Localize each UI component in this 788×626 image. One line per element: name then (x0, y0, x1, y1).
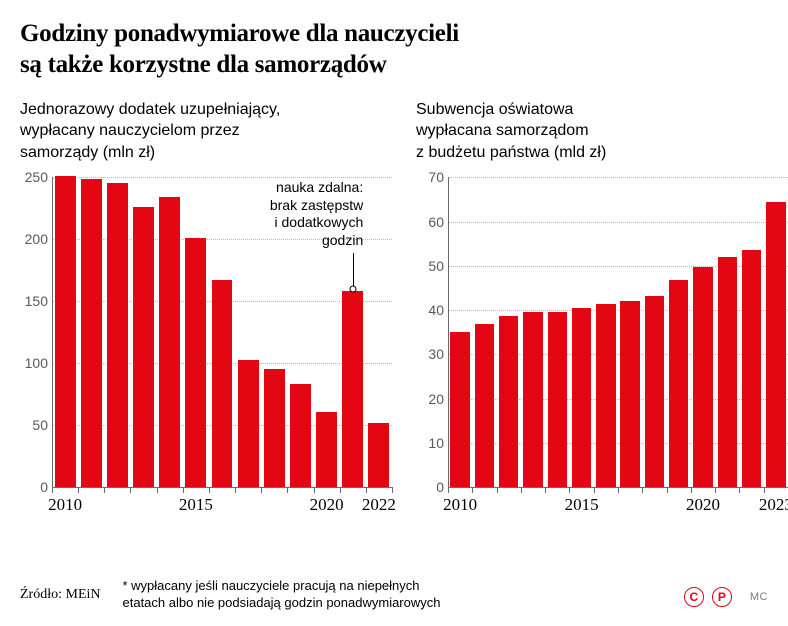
chart-right-plot: 0102030405060702010201520202023 (448, 177, 788, 487)
bar (523, 312, 542, 487)
bar (693, 267, 712, 488)
y-tick-label: 70 (428, 169, 448, 185)
annotation-leader (353, 253, 354, 286)
gridline (52, 177, 392, 178)
title-line-2: są także korzystne dla samorządów (20, 51, 386, 78)
gridline (448, 177, 788, 178)
x-tick-label: 2010 (48, 487, 82, 515)
bar (368, 423, 389, 487)
x-tick-mark (642, 487, 643, 493)
x-tick-mark (739, 487, 740, 493)
bar (499, 316, 518, 487)
bar (107, 183, 128, 487)
bar (620, 301, 639, 487)
chart-right-subtitle: Subwencja oświatowawypłacana samorządomz… (416, 99, 788, 164)
title-line-1: Godziny ponadwymiarowe dla nauczycieli (20, 20, 459, 47)
gridline (448, 266, 788, 267)
x-tick-label: 2010 (443, 487, 477, 515)
bar (238, 360, 259, 488)
y-tick-label: 200 (25, 231, 52, 247)
y-tick-label: 40 (428, 302, 448, 318)
x-tick-label: 2015 (179, 487, 213, 515)
bar (133, 207, 154, 487)
x-tick-mark (497, 487, 498, 493)
x-tick-mark (521, 487, 522, 493)
annotation-marker (349, 286, 356, 293)
y-tick-label: 10 (428, 435, 448, 451)
x-tick-mark (667, 487, 668, 493)
footer: Źródło: MEiN * wypłacany jeśli nauczycie… (20, 577, 768, 612)
p-badge: P (712, 587, 732, 607)
source-label: Źródło: MEiN (20, 577, 101, 603)
gridline (448, 310, 788, 311)
x-tick-mark (157, 487, 158, 493)
x-tick-label: 2015 (565, 487, 599, 515)
x-tick-label: 2020 (310, 487, 344, 515)
bar (742, 250, 761, 487)
x-tick-label: 2020 (686, 487, 720, 515)
y-tick-label: 100 (25, 355, 52, 371)
y-tick-label: 30 (428, 346, 448, 362)
bar (159, 197, 180, 487)
chart-left-subtitle: Jednorazowy dodatek uzupełniający,wypłac… (20, 99, 392, 164)
bar (645, 296, 664, 487)
chart-main-title: Godziny ponadwymiarowe dla nauczycieli s… (20, 18, 768, 81)
bar (212, 280, 233, 487)
bar (669, 280, 688, 488)
x-tick-label: 2022 (362, 487, 396, 515)
chart-left-plot: 0501001502002502010201520202022nauka zda… (52, 177, 392, 487)
chart-right: Subwencja oświatowawypłacana samorządomz… (416, 99, 788, 488)
bar (342, 291, 363, 487)
x-tick-mark (261, 487, 262, 493)
y-tick-label: 50 (32, 417, 52, 433)
x-tick-label: 2023 (759, 487, 788, 515)
bar (596, 304, 615, 488)
x-tick-mark (235, 487, 236, 493)
y-axis (448, 177, 449, 487)
bar (81, 179, 102, 488)
bar (185, 238, 206, 487)
gridline (448, 222, 788, 223)
bar (572, 308, 591, 487)
x-tick-mark (130, 487, 131, 493)
bar (766, 202, 785, 487)
bar (55, 176, 76, 487)
footer-badges: C P MC (684, 577, 768, 607)
bar (264, 369, 285, 487)
annotation-text: nauka zdalna:brak zastępstwi dodatkowych… (270, 179, 363, 249)
bar (316, 412, 337, 488)
x-tick-mark (618, 487, 619, 493)
bar (718, 257, 737, 487)
y-axis (52, 177, 53, 487)
copyright-badge: C (684, 587, 704, 607)
x-tick-mark (104, 487, 105, 493)
charts-row: Jednorazowy dodatek uzupełniający,wypłac… (20, 99, 768, 488)
x-tick-mark (545, 487, 546, 493)
author-initials: MC (750, 591, 768, 603)
bar (290, 384, 311, 487)
y-tick-label: 60 (428, 214, 448, 230)
y-tick-label: 250 (25, 169, 52, 185)
chart-left: Jednorazowy dodatek uzupełniający,wypłac… (20, 99, 392, 488)
y-tick-label: 150 (25, 293, 52, 309)
bar (548, 312, 567, 487)
y-tick-label: 20 (428, 391, 448, 407)
footnote: * wypłacany jeśli nauczyciele pracują na… (123, 577, 441, 612)
bar (450, 332, 469, 487)
y-tick-label: 50 (428, 258, 448, 274)
bar (475, 324, 494, 487)
x-tick-mark (287, 487, 288, 493)
